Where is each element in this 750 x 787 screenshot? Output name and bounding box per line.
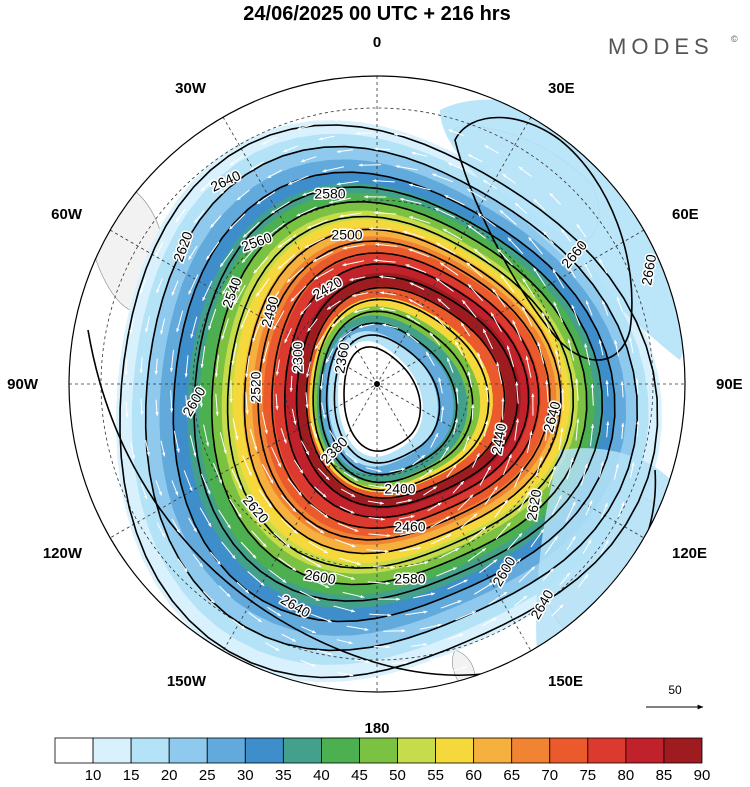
colorbar-tick-90: 90 — [694, 767, 711, 782]
wind-vector-315 — [374, 149, 390, 150]
colorbar-swatch-13 — [550, 738, 588, 763]
wind-vector-296 — [374, 646, 390, 647]
lon-label-120w: 120W — [43, 545, 83, 562]
wind-vector-375 — [376, 678, 392, 679]
wind-vector-396 — [373, 117, 389, 118]
colorbar-swatch-3 — [169, 738, 207, 763]
colorbar-tick-85: 85 — [656, 767, 673, 782]
map-title: 24/06/2025 00 UTC + 216 hrs — [243, 3, 510, 25]
colorbar-tick-80: 80 — [618, 767, 635, 782]
reference-vector: 50 — [646, 683, 703, 707]
colorbar-tick-75: 75 — [579, 767, 596, 782]
lon-label-150e: 150E — [548, 673, 583, 690]
colorbar-swatch-11 — [474, 738, 512, 763]
contour-label-2580: 2580 — [314, 186, 345, 202]
lon-label-90w: 90W — [7, 376, 39, 393]
contour-label-2300: 2300 — [290, 341, 306, 372]
lon-label-60w: 60W — [51, 206, 83, 223]
lon-label-90e: 90E — [716, 376, 743, 393]
colorbar-tick-40: 40 — [313, 767, 330, 782]
colorbar-swatch-6 — [283, 738, 321, 763]
colorbar-tick-45: 45 — [351, 767, 368, 782]
colorbar-swatch-0 — [55, 738, 93, 763]
colorbar-swatch-14 — [588, 738, 626, 763]
contour-label-2580: 2580 — [394, 571, 425, 587]
lon-label-30e: 30E — [548, 80, 575, 97]
south-pole-marker — [374, 381, 380, 387]
colorbar-swatch-8 — [359, 738, 397, 763]
colorbar-swatch-4 — [207, 738, 245, 763]
colorbar-swatch-15 — [626, 738, 664, 763]
colorbar-tick-30: 30 — [237, 767, 254, 782]
colorbar: 10 15 20 25 30 35 40 45 50 55 60 65 70 75 80 85 90 — [55, 738, 710, 782]
colorbar-swatch-10 — [436, 738, 474, 763]
reference-vector-label: 50 — [668, 683, 682, 697]
colorbar-tick-65: 65 — [503, 767, 520, 782]
colorbar-tick-15: 15 — [123, 767, 140, 782]
lon-label-150w: 150W — [167, 673, 207, 690]
colorbar-tick-20: 20 — [161, 767, 178, 782]
colorbar-tick-25: 25 — [199, 767, 216, 782]
colorbar-tick-10: 10 — [85, 767, 102, 782]
colorbar-tick-60: 60 — [465, 767, 482, 782]
lon-label-30w: 30W — [175, 80, 207, 97]
contour-label-2460: 2460 — [394, 519, 425, 535]
colorbar-swatch-2 — [131, 738, 169, 763]
lon-label-180: 180 — [364, 720, 389, 737]
lon-label-120e: 120E — [672, 545, 707, 562]
colorbar-swatch-1 — [93, 738, 131, 763]
wind-vector-355 — [356, 133, 372, 134]
colorbar-tick-50: 50 — [389, 767, 406, 782]
contour-label-2520: 2520 — [248, 371, 264, 402]
colorbar-swatch-5 — [245, 738, 283, 763]
colorbar-swatch-7 — [321, 738, 359, 763]
modes-logo: MODES — [608, 34, 714, 59]
colorbar-swatch-9 — [398, 738, 436, 763]
colorbar-tick-55: 55 — [427, 767, 444, 782]
colorbar-swatch-16 — [664, 738, 702, 763]
colorbar-tick-35: 35 — [275, 767, 292, 782]
colorbar-swatch-12 — [512, 738, 550, 763]
contour-label-2400: 2400 — [384, 481, 415, 497]
colorbar-tick-70: 70 — [541, 767, 558, 782]
lon-label-60e: 60E — [672, 206, 699, 223]
modes-logo-mark: © — [731, 34, 738, 44]
wind-vector-335 — [392, 663, 408, 664]
contour-label-2500: 2500 — [331, 227, 362, 243]
lon-label-0: 0 — [373, 34, 381, 51]
